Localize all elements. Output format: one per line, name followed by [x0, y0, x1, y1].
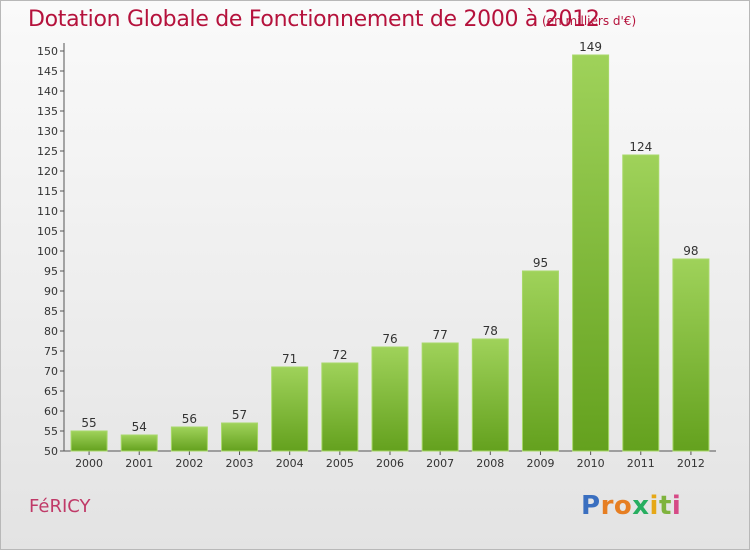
- y-tick-label: 105: [37, 225, 58, 238]
- x-tick-label-2010: 2010: [577, 457, 605, 470]
- location-name: FéRICY: [29, 496, 91, 517]
- x-tick-label-2004: 2004: [276, 457, 304, 470]
- bar-2003: [221, 422, 259, 452]
- y-tick-label: 115: [37, 185, 58, 198]
- y-tick-label: 80: [44, 325, 58, 338]
- bar-2008: [471, 338, 509, 452]
- data-label-2002: 56: [182, 412, 197, 426]
- bar-2006: [371, 346, 409, 452]
- x-tick-label-2006: 2006: [376, 457, 404, 470]
- bar-2010: [572, 54, 610, 452]
- data-label-2010: 149: [579, 40, 602, 54]
- data-label-2005: 72: [332, 348, 347, 362]
- y-tick-label: 120: [37, 165, 58, 178]
- data-label-2006: 76: [382, 332, 397, 346]
- y-tick-label: 50: [44, 445, 58, 458]
- y-tick-label: 125: [37, 145, 58, 158]
- y-tick-label: 100: [37, 245, 58, 258]
- y-tick-label: 135: [37, 105, 58, 118]
- data-label-2011: 124: [629, 140, 652, 154]
- y-tick-label: 60: [44, 405, 58, 418]
- y-tick-label: 95: [44, 265, 58, 278]
- logo-letter: o: [613, 491, 633, 521]
- y-tick-label: 75: [44, 345, 58, 358]
- x-tick-label-2009: 2009: [526, 457, 554, 470]
- x-tick-label-2008: 2008: [476, 457, 504, 470]
- data-label-2000: 55: [81, 416, 96, 430]
- y-tick-label: 65: [44, 385, 58, 398]
- data-label-2009: 95: [533, 256, 548, 270]
- bar-2002: [170, 426, 208, 452]
- data-label-2003: 57: [232, 408, 247, 422]
- logo-letter: t: [658, 491, 672, 521]
- bar-2000: [70, 430, 108, 452]
- bar-2001: [120, 434, 158, 452]
- logo-letter: i: [649, 491, 659, 521]
- data-label-2008: 78: [483, 324, 498, 338]
- chart-subtitle: (en milliers d'€): [542, 14, 637, 28]
- bar-2009: [521, 270, 559, 452]
- y-tick-label: 55: [44, 425, 58, 438]
- data-label-2004: 71: [282, 352, 297, 366]
- x-tick-label-2003: 2003: [226, 457, 254, 470]
- y-tick-label: 110: [37, 205, 58, 218]
- x-tick-label-2011: 2011: [627, 457, 655, 470]
- x-tick-label-2001: 2001: [125, 457, 153, 470]
- x-tick-label-2002: 2002: [175, 457, 203, 470]
- y-tick-label: 85: [44, 305, 58, 318]
- x-tick-label-2000: 2000: [75, 457, 103, 470]
- x-tick-label-2007: 2007: [426, 457, 454, 470]
- data-labels: 55 54 56 57 71 72 76 77 78 95 149 124 98: [81, 40, 698, 434]
- x-tick-label-2005: 2005: [326, 457, 354, 470]
- logo-letter: i: [671, 491, 682, 521]
- chart-title: Dotation Globale de Fonctionnement de 20…: [28, 7, 600, 32]
- y-tick-label: 150: [37, 45, 58, 58]
- data-label-2012: 98: [683, 244, 698, 258]
- y-tick-label: 140: [37, 85, 58, 98]
- bar-2005: [321, 362, 359, 452]
- x-tick-label-2012: 2012: [677, 457, 705, 470]
- bar-2012: [672, 258, 710, 452]
- bars: [70, 54, 710, 452]
- y-tick-label: 90: [44, 285, 58, 298]
- data-label-2007: 77: [433, 328, 448, 342]
- data-label-2001: 54: [132, 420, 147, 434]
- y-tick-label: 145: [37, 65, 58, 78]
- bar-2004: [271, 366, 309, 452]
- proxiti-logo: Proxiti: [581, 491, 681, 521]
- bar-2011: [622, 154, 660, 452]
- axes: 50 55 60 65 70 75 80 85 90 95 100 105 110 115 120 125 13…: [37, 43, 716, 470]
- logo-letter: P: [581, 491, 601, 521]
- y-tick-label: 130: [37, 125, 58, 138]
- logo-letter: r: [600, 491, 614, 521]
- y-tick-label: 70: [44, 365, 58, 378]
- logo-letter: x: [632, 491, 650, 521]
- bar-2007: [421, 342, 459, 452]
